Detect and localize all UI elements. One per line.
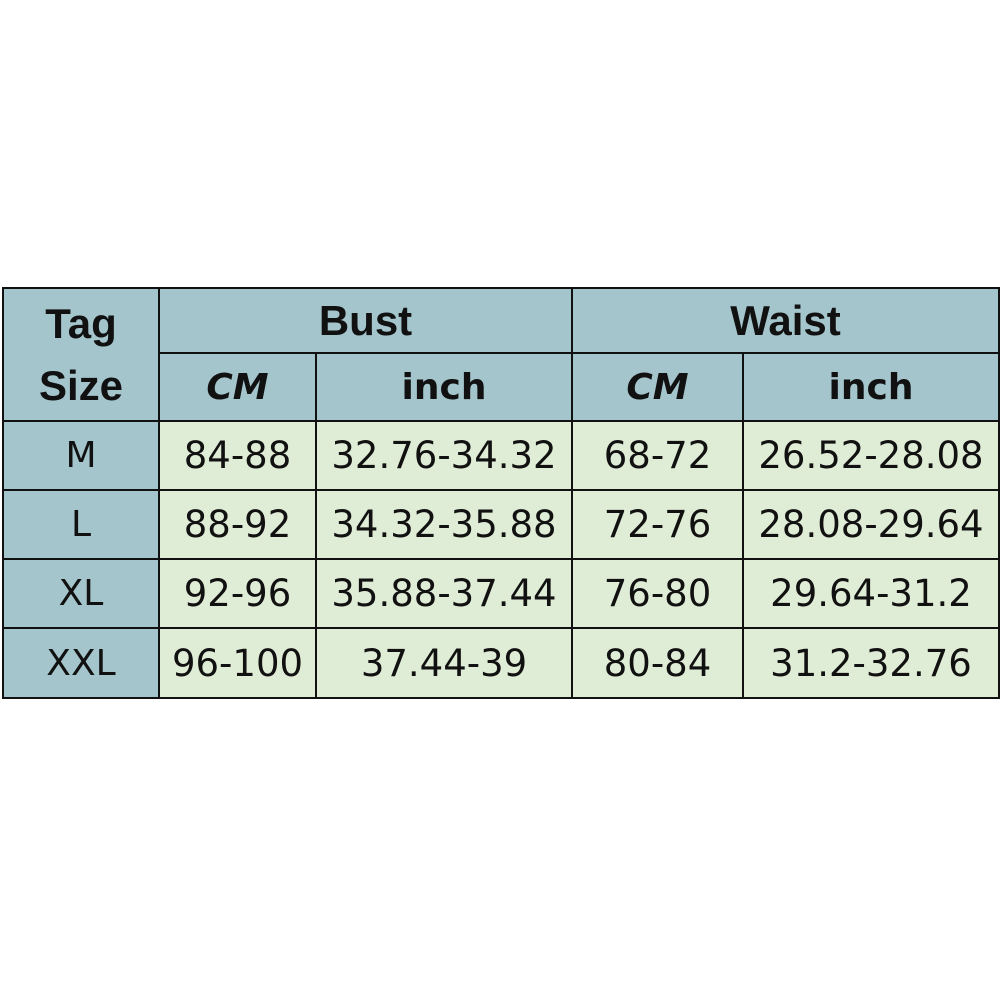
size-cell: M [2, 420, 160, 491]
table-row: XL 92-96 35.88-37.44 76-80 29.64-31.2 [2, 558, 1000, 629]
bust-cm-cell: 84-88 [158, 420, 317, 491]
size-cell: XXL [2, 627, 160, 699]
waist-header: Waist [571, 287, 1000, 354]
waist-inch-cell: 26.52-28.08 [742, 420, 1000, 491]
waist-cm-cell: 72-76 [571, 489, 744, 560]
size-cell: XL [2, 558, 160, 629]
bust-cm-cell: 92-96 [158, 558, 317, 629]
waist-cm-header: CM [571, 352, 744, 422]
waist-cm-cell: 76-80 [571, 558, 744, 629]
waist-inch-cell: 28.08-29.64 [742, 489, 1000, 560]
tag-size-line2: Size [38, 361, 124, 409]
bust-inch-cell: 34.32-35.88 [315, 489, 573, 560]
bust-header: Bust [158, 287, 573, 354]
bust-inch-header: inch [315, 352, 573, 422]
table-row: L 88-92 34.32-35.88 72-76 28.08-29.64 [2, 489, 1000, 560]
bust-inch-cell: 35.88-37.44 [315, 558, 573, 629]
table-row: M 84-88 32.76-34.32 68-72 26.52-28.08 [2, 420, 1000, 491]
waist-inch-cell: 29.64-31.2 [742, 558, 1000, 629]
bust-cm-cell: 88-92 [158, 489, 317, 560]
waist-inch-cell: 31.2-32.76 [742, 627, 1000, 699]
bust-cm-header: CM [158, 352, 317, 422]
waist-cm-cell: 80-84 [571, 627, 744, 699]
bust-inch-cell: 32.76-34.32 [315, 420, 573, 491]
waist-cm-cell: 68-72 [571, 420, 744, 491]
waist-inch-header: inch [742, 352, 1000, 422]
size-chart-table: Tag Size Bust Waist CM inch CM inch M 84… [2, 287, 1000, 699]
bust-inch-cell: 37.44-39 [315, 627, 573, 699]
tag-size-header: Tag Size [2, 287, 160, 422]
size-cell: L [2, 489, 160, 560]
tag-size-line1: Tag [45, 299, 117, 347]
table-row: XXL 96-100 37.44-39 80-84 31.2-32.76 [2, 627, 1000, 699]
bust-cm-cell: 96-100 [158, 627, 317, 699]
